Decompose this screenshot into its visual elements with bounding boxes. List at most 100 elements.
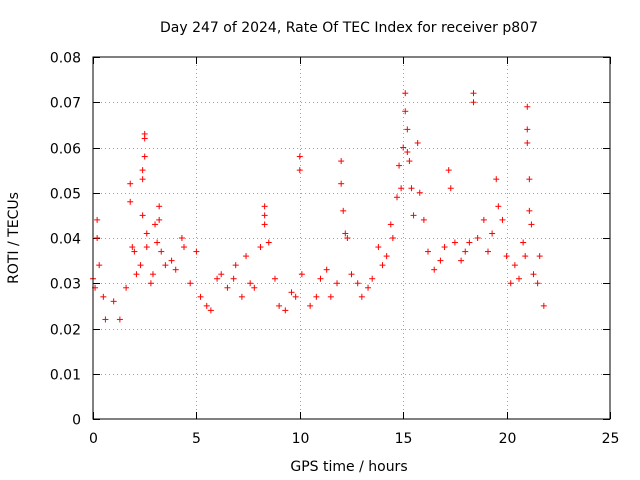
data-point-0-39 <box>203 302 210 309</box>
data-point-0-11 <box>127 198 134 205</box>
data-point-0-86 <box>398 185 405 192</box>
data-point-0-37 <box>193 248 200 255</box>
data-point-0-16 <box>139 167 146 174</box>
data-point-0-111 <box>480 216 487 223</box>
data-point-0-46 <box>238 293 245 300</box>
data-point-0-62 <box>298 271 305 278</box>
data-point-0-87 <box>400 144 407 151</box>
data-point-0-8 <box>116 316 123 323</box>
x-tick-label-3: 15 <box>395 431 413 447</box>
data-point-0-15 <box>137 262 144 269</box>
y-tick-label-4: 0.04 <box>50 232 81 248</box>
data-point-0-18 <box>139 212 146 219</box>
data-point-0-95 <box>414 139 421 146</box>
data-point-0-70 <box>338 180 345 187</box>
x-tick-label-1: 5 <box>192 431 201 447</box>
data-point-0-112 <box>484 248 491 255</box>
data-point-0-114 <box>493 176 500 183</box>
data-point-0-17 <box>139 176 146 183</box>
data-point-0-55 <box>271 275 278 282</box>
data-point-0-23 <box>143 244 150 251</box>
data-point-0-83 <box>389 235 396 241</box>
data-point-0-2 <box>94 216 101 223</box>
data-point-0-64 <box>313 293 320 300</box>
data-point-0-132 <box>540 302 547 309</box>
data-point-0-77 <box>365 284 372 291</box>
data-point-0-57 <box>282 307 289 314</box>
data-point-0-105 <box>458 257 465 264</box>
data-point-0-74 <box>348 271 355 278</box>
data-point-0-10 <box>127 180 134 187</box>
x-axis-label: GPS time / hours <box>290 459 407 475</box>
data-point-0-69 <box>338 158 345 165</box>
data-point-0-101 <box>441 244 448 251</box>
data-point-0-109 <box>470 99 477 106</box>
data-point-0-122 <box>522 253 529 260</box>
data-point-0-20 <box>141 135 148 142</box>
data-point-0-66 <box>323 266 330 273</box>
data-point-0-48 <box>247 280 254 287</box>
data-point-0-41 <box>214 275 221 282</box>
data-point-0-59 <box>292 293 299 300</box>
data-point-0-42 <box>218 271 225 278</box>
data-point-0-131 <box>536 253 543 260</box>
data-point-0-49 <box>251 284 258 291</box>
data-point-0-31 <box>162 262 169 269</box>
y-tick-label-5: 0.05 <box>50 187 81 203</box>
data-point-0-116 <box>499 216 506 223</box>
data-point-0-115 <box>495 203 502 210</box>
data-point-0-21 <box>141 153 148 160</box>
data-point-0-13 <box>131 248 138 255</box>
data-point-0-5 <box>100 293 107 300</box>
data-point-0-113 <box>489 230 496 237</box>
data-point-0-72 <box>342 230 349 237</box>
data-point-0-29 <box>156 216 163 223</box>
data-point-0-93 <box>408 185 415 192</box>
data-point-0-106 <box>462 248 469 255</box>
data-point-0-22 <box>143 230 150 237</box>
data-point-0-30 <box>158 248 165 255</box>
data-point-0-51 <box>261 203 268 210</box>
data-point-0-96 <box>416 189 423 196</box>
data-point-0-81 <box>383 253 390 260</box>
data-point-0-65 <box>317 275 324 282</box>
data-point-0-25 <box>149 271 156 278</box>
data-point-0-35 <box>180 244 187 251</box>
y-tick-label-0: 0 <box>72 413 81 429</box>
data-point-0-94 <box>410 212 417 219</box>
data-point-0-67 <box>327 293 334 300</box>
plot-frame <box>92 56 611 420</box>
data-point-0-108 <box>470 90 477 97</box>
y-tick-label-7: 0.07 <box>50 96 81 112</box>
data-point-0-44 <box>230 275 237 282</box>
data-point-0-80 <box>379 262 386 269</box>
data-point-0-88 <box>402 90 409 97</box>
data-point-0-90 <box>404 126 411 133</box>
data-point-0-85 <box>396 162 403 169</box>
data-point-0-117 <box>503 253 510 260</box>
data-point-0-26 <box>152 221 159 228</box>
data-point-0-123 <box>524 103 531 110</box>
x-tick-label-2: 10 <box>292 431 310 447</box>
data-point-0-58 <box>288 289 295 296</box>
data-point-0-110 <box>474 235 481 241</box>
data-point-0-53 <box>261 221 268 228</box>
data-point-0-61 <box>296 167 303 174</box>
data-point-0-100 <box>437 257 444 264</box>
data-point-0-60 <box>296 153 303 160</box>
data-point-0-28 <box>156 203 163 210</box>
data-point-0-27 <box>154 239 161 246</box>
data-point-0-84 <box>393 194 400 201</box>
data-point-0-32 <box>168 257 175 264</box>
data-point-0-45 <box>232 262 239 269</box>
data-point-0-43 <box>224 284 231 291</box>
data-point-0-120 <box>516 275 523 282</box>
data-point-0-12 <box>129 244 136 251</box>
data-point-0-33 <box>172 266 179 273</box>
data-point-0-130 <box>534 280 541 287</box>
y-tick-label-3: 0.03 <box>50 277 81 293</box>
data-point-0-127 <box>526 207 533 214</box>
data-point-0-6 <box>102 316 109 323</box>
data-point-0-54 <box>265 239 272 246</box>
